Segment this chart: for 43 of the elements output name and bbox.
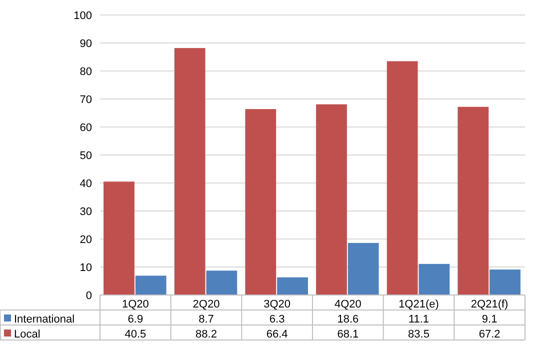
bar — [418, 264, 450, 295]
x-tick-label: 3Q20 — [264, 298, 291, 310]
legend-label: Local — [14, 328, 40, 340]
bar — [104, 182, 134, 295]
x-tick-label: 2Q20 — [192, 298, 220, 310]
data-label: 67.2 — [478, 328, 500, 340]
y-tick-label: 20 — [80, 234, 92, 246]
y-tick-label: 0 — [86, 290, 92, 302]
bar — [386, 61, 418, 295]
bar — [206, 270, 238, 295]
bar — [135, 276, 166, 295]
y-tick-label: 70 — [80, 94, 92, 106]
bar — [174, 48, 206, 295]
bar — [458, 106, 489, 295]
bar — [490, 270, 520, 295]
data-label: 6.3 — [269, 313, 285, 326]
legend-label: International — [14, 313, 75, 326]
x-tick-label: 2Q21(f) — [470, 298, 508, 310]
data-label: 6.9 — [128, 313, 144, 326]
y-tick-label: 100 — [74, 10, 92, 22]
y-tick-label: 30 — [80, 206, 92, 218]
y-tick-label: 80 — [80, 66, 92, 78]
bar — [348, 242, 379, 295]
data-label: 66.4 — [266, 328, 288, 340]
y-tick-label: 60 — [80, 122, 92, 134]
data-label: 68.1 — [337, 328, 359, 340]
bar — [277, 277, 308, 295]
data-label: 18.6 — [337, 313, 359, 326]
x-tick-label: 1Q21(e) — [398, 298, 439, 310]
y-tick-label: 90 — [80, 38, 92, 50]
data-label: 11.1 — [408, 313, 430, 326]
bar — [316, 104, 347, 295]
data-label: 9.1 — [482, 313, 498, 326]
data-label: 83.5 — [408, 328, 430, 340]
data-label: 88.2 — [196, 328, 217, 340]
data-label: 40.5 — [124, 328, 146, 340]
data-label: 8.7 — [198, 313, 214, 326]
x-tick-label: 4Q20 — [334, 298, 362, 310]
y-tick-label: 40 — [80, 178, 92, 190]
y-tick-label: 50 — [80, 150, 92, 162]
y-tick-label: 10 — [80, 262, 92, 274]
bar — [245, 109, 276, 295]
x-tick-label: 1Q20 — [122, 298, 149, 310]
